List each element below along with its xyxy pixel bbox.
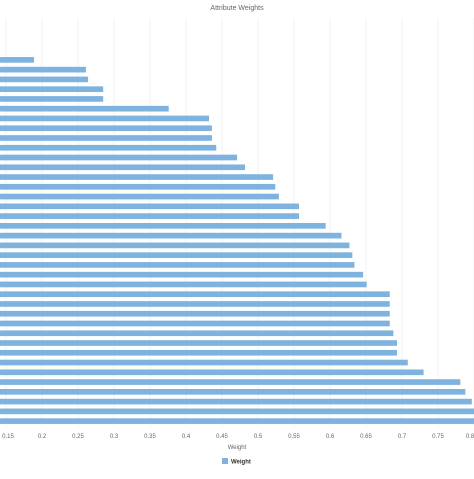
bar[interactable]	[0, 369, 424, 376]
bar[interactable]	[0, 271, 364, 278]
x-tick-label: 0.45	[216, 434, 228, 440]
x-tick-label: 0.3	[110, 434, 119, 440]
bar[interactable]	[0, 57, 35, 63]
bar[interactable]	[0, 96, 104, 102]
bar[interactable]	[0, 398, 472, 405]
bar[interactable]	[0, 125, 212, 132]
bar[interactable]	[0, 281, 367, 288]
x-axis-ticks: 0.15 0.2 0.25 0.3 0.35 0.4 0.45 0.5 0.55 0.6 0.65 0…	[2, 434, 474, 440]
bar[interactable]	[0, 388, 466, 395]
legend-swatch-weight	[222, 458, 228, 464]
x-tick-label: 0.2	[38, 434, 47, 440]
bar[interactable]	[0, 105, 169, 112]
bar[interactable]	[0, 310, 390, 317]
bar[interactable]	[0, 193, 279, 200]
bar[interactable]	[0, 115, 210, 122]
x-tick-label: 0.15	[2, 434, 14, 440]
bar[interactable]	[0, 408, 474, 415]
bar[interactable]	[0, 154, 238, 161]
bar[interactable]	[0, 203, 300, 210]
bar[interactable]	[0, 320, 390, 327]
bar[interactable]	[0, 213, 300, 219]
bar[interactable]	[0, 183, 276, 190]
bar[interactable]	[0, 291, 390, 298]
bar[interactable]	[0, 359, 408, 366]
chart-title: Attribute Weights	[210, 5, 264, 12]
bar[interactable]	[0, 76, 89, 83]
x-axis-title: Weight	[228, 445, 247, 451]
x-tick-label: 0.25	[72, 434, 84, 440]
bar[interactable]	[0, 252, 353, 258]
bar[interactable]	[0, 242, 350, 249]
bar[interactable]	[0, 330, 394, 337]
x-tick-label: 0.6	[326, 434, 335, 440]
x-tick-label: 0.8	[466, 434, 474, 440]
bar[interactable]	[0, 340, 397, 346]
bar[interactable]	[0, 232, 342, 239]
bar[interactable]	[0, 349, 397, 356]
bar[interactable]	[0, 164, 246, 171]
bar[interactable]	[0, 379, 461, 385]
legend-label-weight: Weight	[231, 460, 251, 466]
bar[interactable]	[0, 418, 474, 424]
x-tick-label: 0.4	[182, 434, 191, 440]
x-tick-label: 0.5	[254, 434, 263, 440]
x-tick-label: 0.75	[432, 434, 444, 440]
bar[interactable]	[0, 301, 390, 307]
bar[interactable]	[0, 86, 104, 93]
bar[interactable]	[0, 135, 212, 141]
bar[interactable]	[0, 262, 355, 268]
x-tick-label: 0.7	[398, 434, 407, 440]
bar[interactable]	[0, 223, 326, 229]
x-tick-label: 0.65	[360, 434, 372, 440]
legend[interactable]: Weight	[222, 458, 251, 466]
bar[interactable]	[0, 144, 217, 151]
x-tick-label: 0.35	[144, 434, 156, 440]
bar[interactable]	[0, 174, 274, 180]
bar-series	[0, 57, 474, 424]
grid-lines	[5, 18, 474, 426]
x-tick-label: 0.55	[288, 434, 300, 440]
bar[interactable]	[0, 66, 86, 73]
